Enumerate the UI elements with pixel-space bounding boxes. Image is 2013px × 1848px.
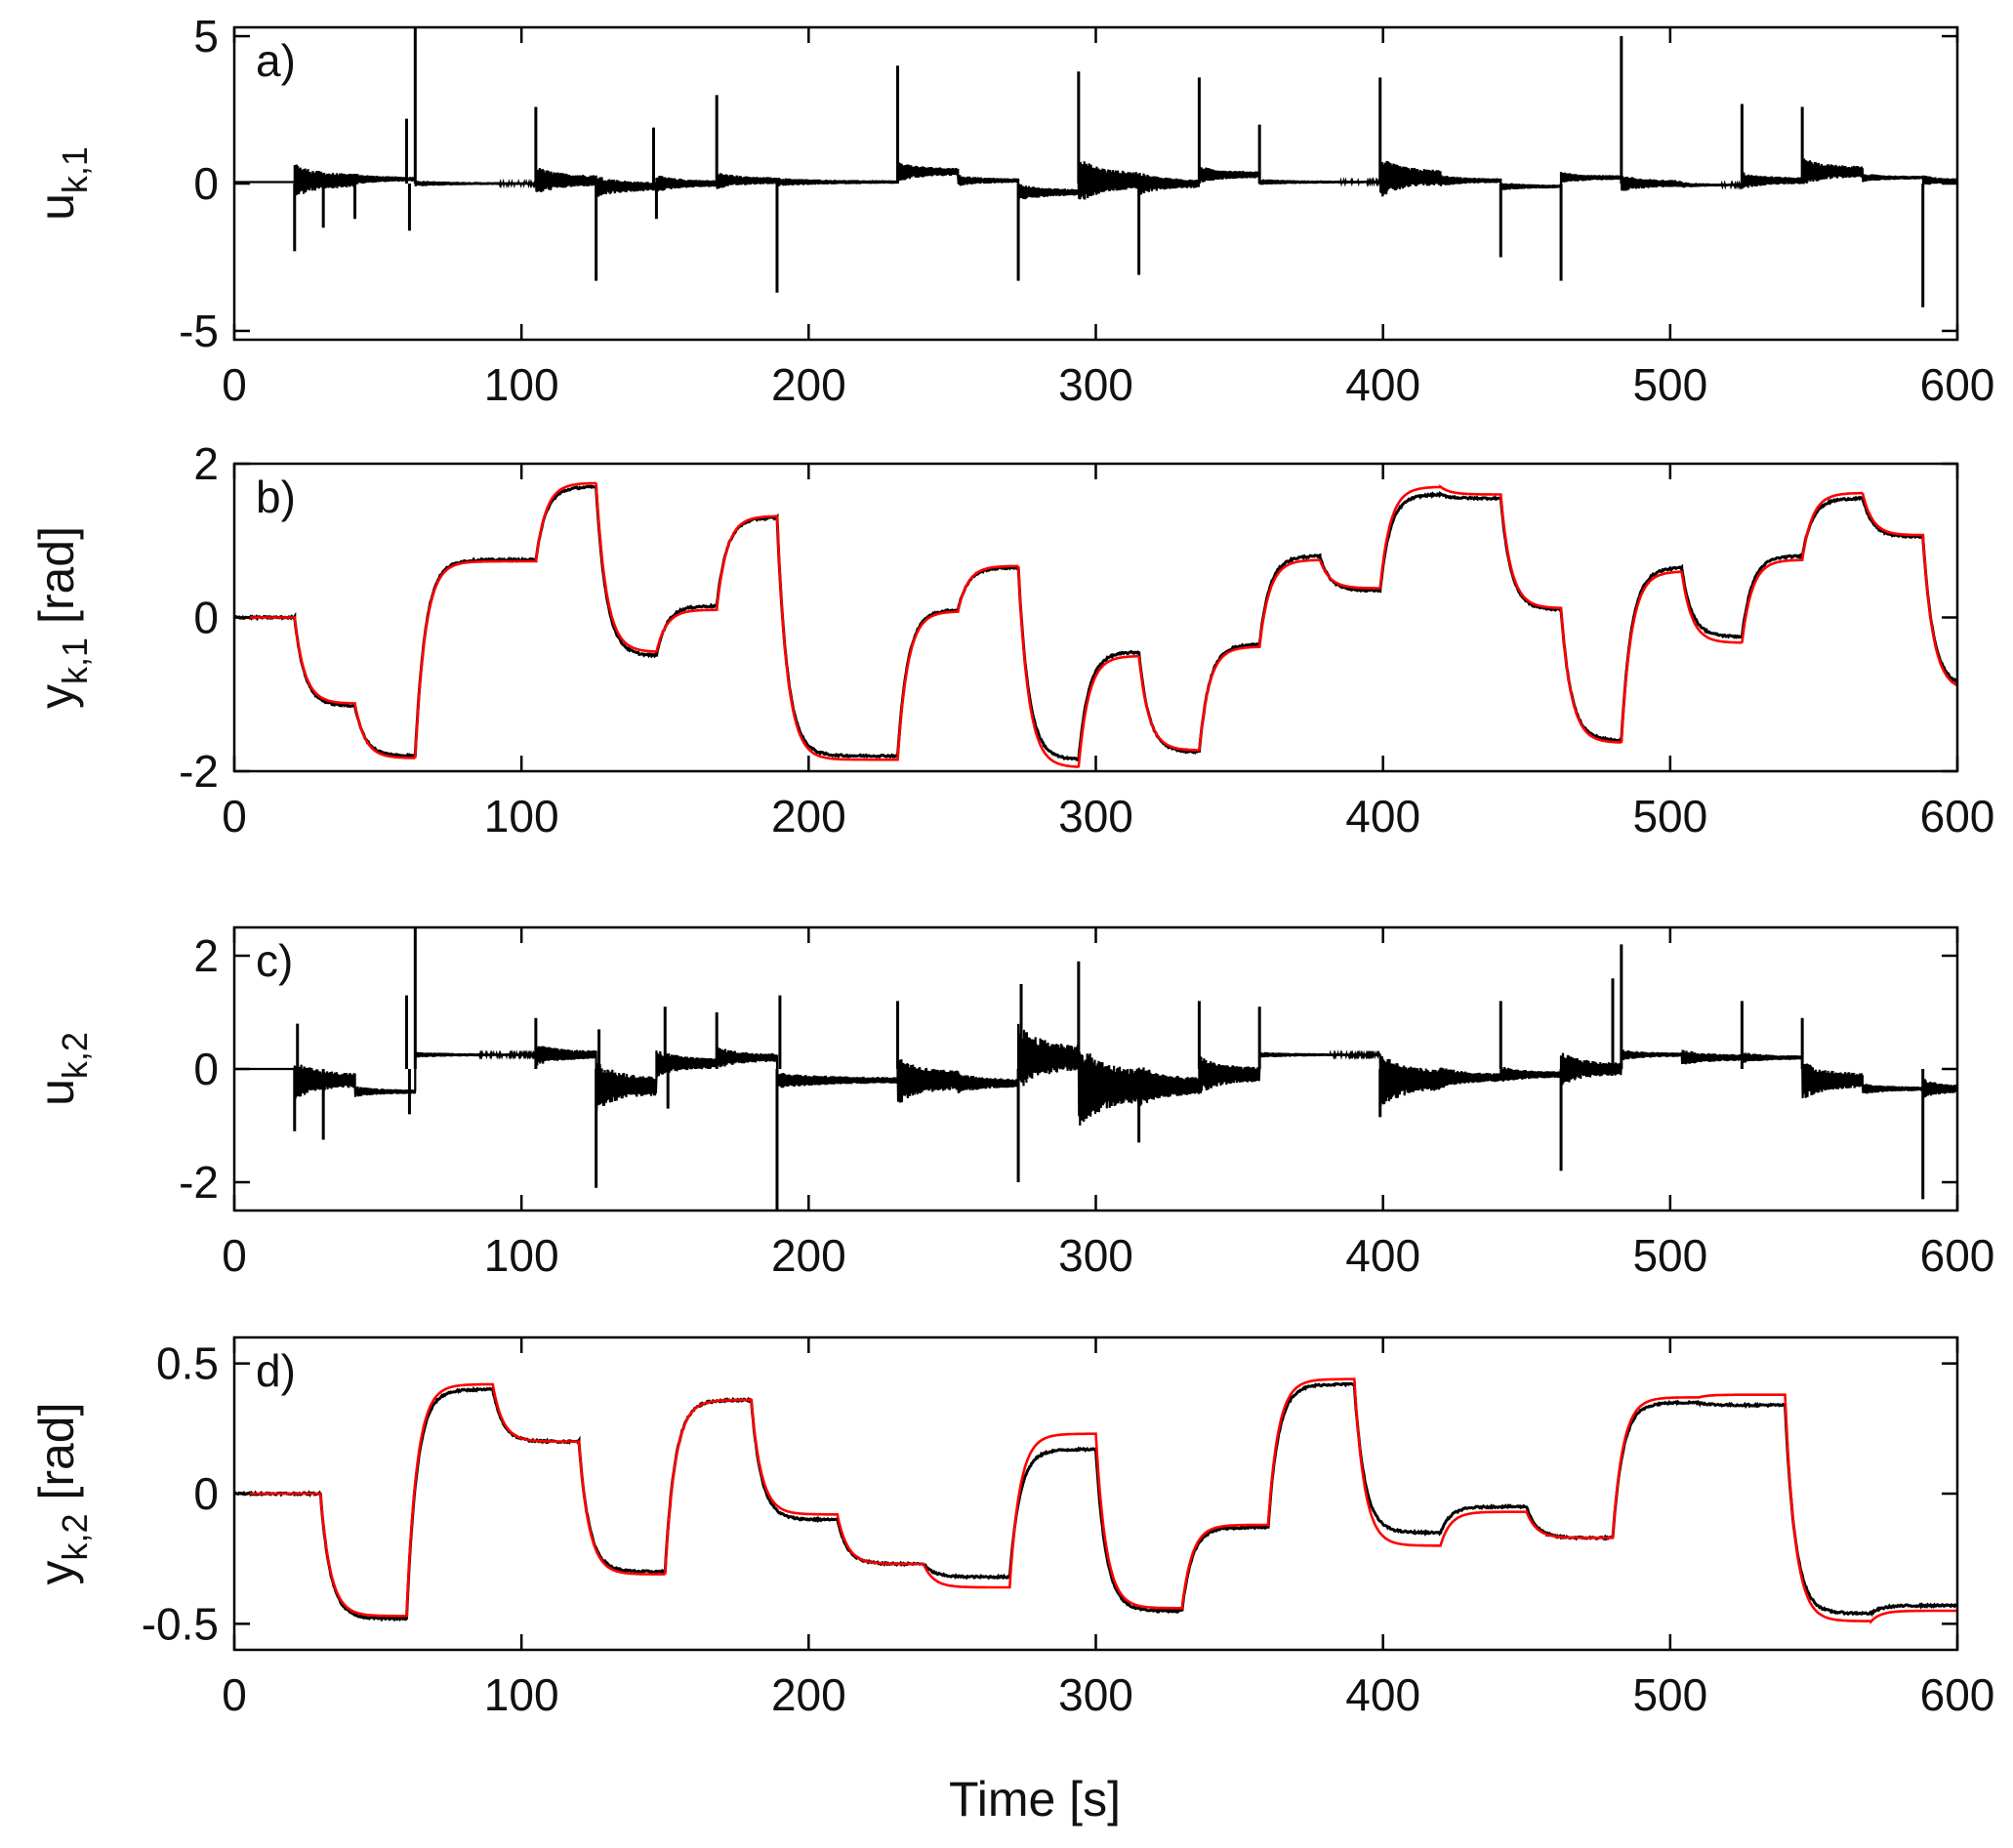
x-tick-label: 400 (1345, 791, 1420, 842)
x-tick-label: 100 (484, 1669, 559, 1720)
panels: 0 100 200 300 400 500 600-505 a)uk,10 100 200 300 4… (29, 11, 1994, 1720)
y-axis-label-main: y (29, 684, 84, 709)
y-axis-label: uk,2 (29, 1032, 95, 1106)
y-tick-label: 0 (193, 1044, 219, 1094)
x-tick-label: 0 (222, 359, 247, 410)
panel-tag: b) (256, 472, 296, 522)
y-tick-label: 2 (193, 930, 219, 981)
x-tick-label: 500 (1632, 1230, 1707, 1281)
panel-tag: a) (256, 35, 296, 86)
y-axis-label-subscript: k,2 (55, 1513, 95, 1560)
y-tick-label: 2 (193, 438, 219, 489)
x-tick-label: 300 (1058, 1230, 1133, 1281)
series-line-u-k-1 (234, 157, 1957, 200)
series-group (234, 1377, 1957, 1625)
y-tick-label: -0.5 (142, 1598, 219, 1649)
x-tick-label: 400 (1345, 1230, 1420, 1281)
x-tick-label: 300 (1058, 359, 1133, 410)
x-tick-label: 600 (1920, 1669, 1995, 1720)
y-axis-label: yk,1 [rad] (29, 526, 95, 709)
series-line-y-k-2-reference (234, 1377, 1957, 1625)
panel-a: 0 100 200 300 400 500 600-505 a)uk,1 (29, 11, 1994, 410)
panel-d: 0 100 200 300 400 500 600-0.500.5 d)yk,2 [rad] (29, 1335, 1995, 1720)
y-axis-label: yk,2 [rad] (29, 1403, 95, 1585)
x-axis-label: Time [s] (949, 1772, 1121, 1827)
x-tick-label: 200 (771, 791, 846, 842)
y-axis-label: uk,1 (29, 146, 95, 221)
y-axis-label-main: u (29, 193, 84, 221)
x-tick-label: 500 (1632, 791, 1707, 842)
x-tick-label: 500 (1632, 359, 1707, 410)
x-tick-label: 200 (771, 1669, 846, 1720)
x-tick-label: 100 (484, 791, 559, 842)
y-axis-label-main: u (29, 1079, 84, 1106)
y-tick-label: 5 (193, 11, 219, 62)
series-line-y-k-1-reference (234, 481, 1957, 768)
y-tick-label: 0 (193, 593, 219, 643)
panel-tag: c) (256, 935, 293, 986)
series-group (234, 27, 1957, 308)
x-tick-label: 0 (222, 1669, 247, 1720)
x-tick-label: 0 (222, 1230, 247, 1281)
y-tick-label: -2 (179, 1157, 219, 1208)
y-axis-label-subscript: k,1 (55, 637, 95, 684)
x-tick-label: 200 (771, 359, 846, 410)
y-tick-label: -2 (179, 746, 219, 797)
series-line-u-k-2 (234, 1023, 1957, 1126)
x-tick-label: 0 (222, 791, 247, 842)
y-tick-label: 0.5 (156, 1338, 219, 1389)
y-axis-label-unit: [rad] (29, 526, 84, 637)
x-tick-label: 600 (1920, 359, 1995, 410)
x-tick-label: 400 (1345, 1669, 1420, 1720)
y-axis-label-subscript: k,2 (55, 1032, 95, 1079)
x-tick-label: 500 (1632, 1669, 1707, 1720)
series-group (234, 927, 1957, 1211)
x-tick-label: 200 (771, 1230, 846, 1281)
x-tick-label: 100 (484, 359, 559, 410)
x-tick-label: 300 (1058, 1669, 1133, 1720)
x-tick-label: 400 (1345, 359, 1420, 410)
series-group (234, 481, 1957, 768)
panel-c: 0 100 200 300 400 500 600-202 c)uk,2 (29, 925, 1995, 1281)
series-line-y-k-1-measured (234, 484, 1957, 761)
y-axis-label-main: y (29, 1560, 84, 1584)
x-tick-label: 300 (1058, 791, 1133, 842)
y-tick-label: -5 (179, 306, 219, 356)
x-tick-label: 600 (1920, 791, 1995, 842)
y-tick-label: 0 (193, 158, 219, 209)
x-tick-label: 600 (1920, 1230, 1995, 1281)
y-tick-label: 0 (193, 1468, 219, 1519)
x-tick-label: 100 (484, 1230, 559, 1281)
y-axis-label-unit: [rad] (29, 1403, 84, 1514)
y-axis-label-subscript: k,1 (55, 146, 95, 193)
panel-tag: d) (256, 1345, 296, 1396)
